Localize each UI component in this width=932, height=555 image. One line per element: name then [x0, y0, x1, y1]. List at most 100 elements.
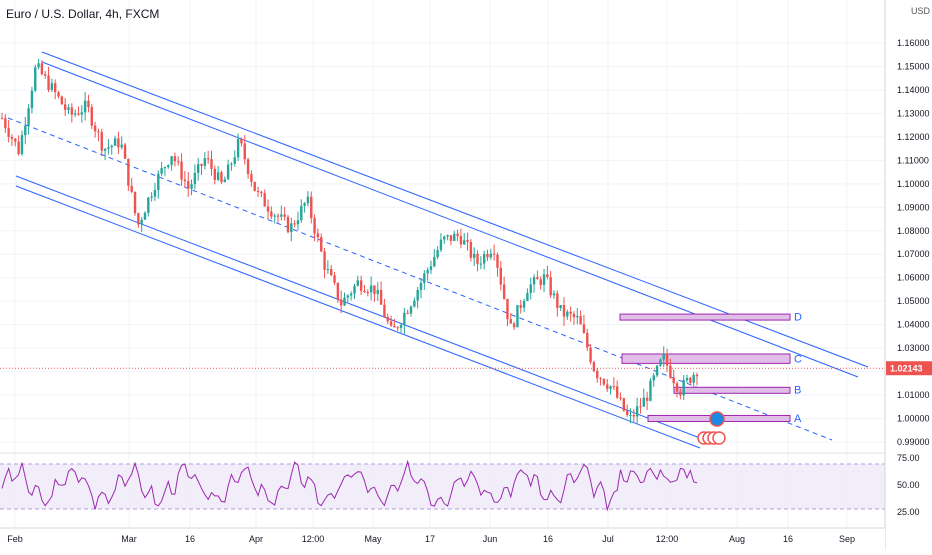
candle-body [153, 190, 157, 197]
candle-body [406, 312, 409, 314]
candle-body [346, 295, 350, 298]
candle-body [542, 274, 546, 285]
candle-body [379, 289, 383, 305]
candle-body [37, 63, 40, 68]
candle-body [552, 293, 556, 296]
candle-body [569, 311, 572, 314]
candle-body [596, 371, 599, 379]
candle-body [655, 365, 659, 376]
candle-body [619, 397, 622, 399]
candle-body [429, 266, 433, 270]
candle-body [476, 253, 479, 264]
candle-body [449, 235, 453, 241]
candle-body [343, 297, 346, 306]
candle-body [599, 378, 602, 380]
candle-body [645, 397, 649, 401]
candle-body [489, 253, 493, 258]
candle-body [589, 347, 592, 363]
price-tick-label: 1.12000 [897, 132, 930, 142]
candle-body [293, 223, 296, 225]
candle-body [602, 378, 606, 385]
candle-body [57, 92, 60, 97]
candle-body [243, 143, 246, 160]
candle-body [399, 325, 403, 328]
candle-body [529, 284, 532, 294]
candle-body [30, 90, 34, 109]
time-tick-label: Aug [729, 534, 745, 544]
candle-body [592, 362, 596, 372]
candle-body [44, 74, 47, 76]
candle-body [160, 168, 163, 174]
candle-body [556, 293, 559, 309]
candle-body [689, 377, 692, 383]
candle-body [499, 267, 503, 285]
candle-body [326, 269, 330, 271]
candle-body [409, 306, 413, 314]
zone-d: D [619, 311, 802, 323]
candle-body [426, 269, 429, 274]
channel-midline [7, 117, 833, 441]
candle-body [506, 298, 509, 320]
candle-body [196, 164, 200, 173]
time-axis: Feb Mar 16 Apr 12:00 May 17 Jun 16 Jul 12:00 Aug 16 S… [0, 527, 885, 550]
candle-body [642, 397, 645, 407]
candle-body [320, 237, 323, 252]
candle-body [532, 277, 536, 285]
candle-body [446, 235, 449, 237]
candle-body [672, 377, 675, 384]
candle-body [396, 327, 399, 329]
channel-lower-line [15, 175, 701, 439]
candle-body [482, 253, 486, 264]
time-tick-label: Mar [121, 534, 137, 544]
price-tick-label: 1.15000 [897, 61, 930, 71]
candle-body [54, 83, 57, 93]
candle-body [93, 125, 97, 132]
candle-body [63, 104, 67, 110]
candle-body [17, 141, 20, 155]
price-axis-bg [885, 0, 932, 550]
candle-body [502, 284, 506, 299]
candle-body [492, 253, 496, 255]
candle-body [685, 377, 689, 381]
time-tick-label: 17 [425, 534, 435, 544]
candle-body [97, 131, 100, 133]
candle-body [625, 410, 629, 416]
time-tick-label: Sep [839, 534, 855, 544]
candle-body [110, 145, 113, 148]
candle-body [280, 214, 283, 217]
currency-label: USD [910, 6, 930, 16]
price-tick-label: 0.99000 [897, 437, 930, 447]
candle-body [290, 223, 293, 233]
candle-body [73, 113, 77, 115]
candle-body [233, 157, 236, 164]
candle-body [336, 282, 340, 300]
candle-body [193, 172, 197, 185]
candle-body [306, 196, 310, 204]
candle-body [363, 290, 366, 293]
candle-body [509, 319, 512, 324]
current-price-label: 1.02143 [890, 364, 923, 374]
candle-body [652, 375, 655, 381]
candle-body [463, 240, 466, 245]
candle-body [246, 159, 250, 175]
candle-body [190, 184, 193, 189]
candle-body [635, 406, 639, 417]
zone-label: D [794, 311, 802, 323]
event-markers [697, 411, 726, 445]
candle-body [615, 386, 619, 398]
rsi-line-group [1, 459, 698, 512]
time-tick-label: Jun [483, 534, 498, 544]
candle-body [0, 118, 4, 120]
candle-body [40, 63, 44, 75]
candle-body [213, 168, 217, 180]
candle-body [339, 299, 343, 306]
candle-body [253, 181, 256, 191]
zone-label: B [794, 385, 801, 397]
candle-body [87, 100, 90, 108]
candle-body [123, 144, 127, 159]
candle-body [443, 236, 446, 240]
price-tick-label: 1.08000 [897, 226, 930, 236]
candle-body [80, 112, 84, 115]
